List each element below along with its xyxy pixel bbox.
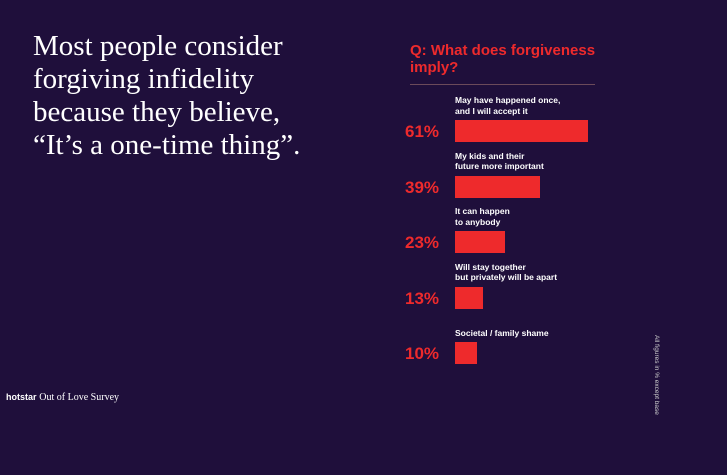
category-label: My kids and their future more important: [455, 150, 544, 172]
brand: hotstar: [6, 392, 37, 402]
side-note: All figures in % except base: [653, 335, 660, 415]
bar: [455, 175, 541, 198]
value-label: 13%: [405, 288, 440, 308]
value-label: 10%: [405, 344, 440, 363]
bar: [455, 342, 477, 364]
footer: hotstar Out of Love Survey: [6, 392, 119, 403]
value-label: 39%: [405, 177, 440, 197]
bar: [455, 286, 484, 309]
divider: [410, 84, 595, 85]
slide: Most people consider forgiving infidelit…: [6, 30, 660, 415]
category-label: May have happened once, and I will accep…: [455, 95, 561, 116]
survey-name: Out of Love Survey: [39, 392, 120, 403]
category-label: It can happen to anybody: [455, 206, 510, 227]
value-label: 61%: [405, 122, 440, 141]
category-label: Societal / family shame: [455, 327, 549, 338]
bar: [455, 120, 588, 142]
value-label: 23%: [405, 233, 440, 252]
category-label: Will stay together but privately will be…: [455, 261, 558, 283]
headline: Most people consider forgiving infidelit…: [33, 30, 301, 161]
chart-title: Q: What does forgiveness imply?: [410, 42, 596, 76]
bar: [455, 231, 506, 253]
